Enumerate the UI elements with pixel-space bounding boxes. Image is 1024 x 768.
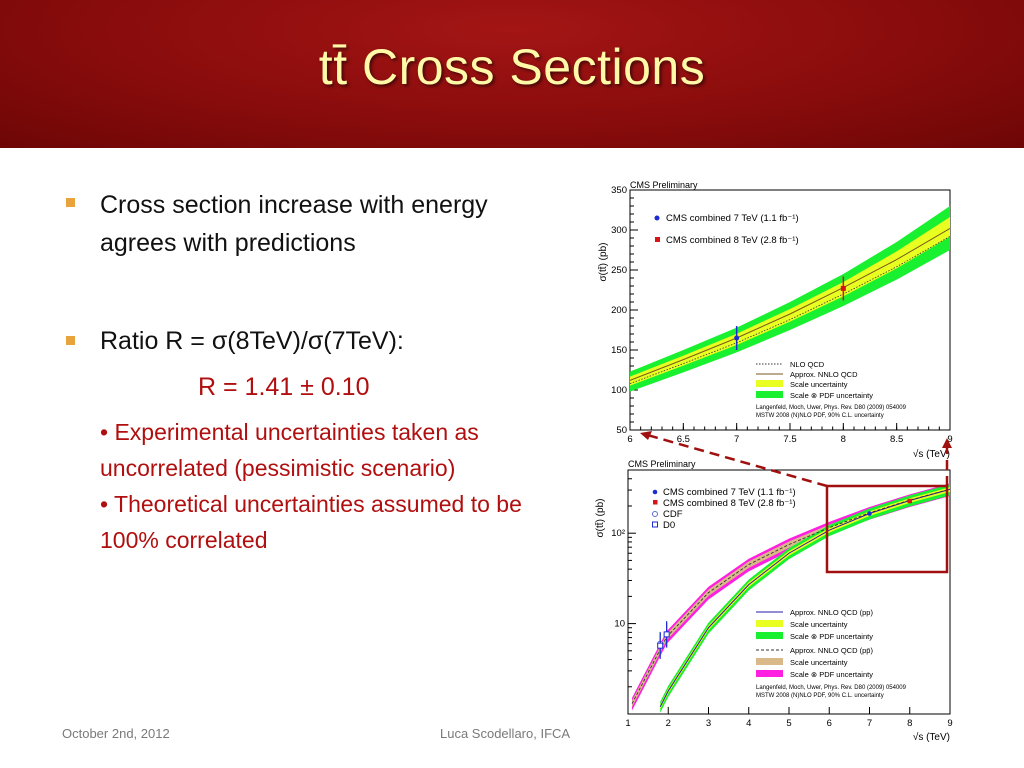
y-tick-label: 10 xyxy=(614,619,625,630)
legend-ppbar-pdf: Scale ⊗ PDF uncertainty xyxy=(790,670,873,679)
x-tick-label: 7.5 xyxy=(783,434,796,445)
x-tick-label: 5 xyxy=(786,718,791,729)
bullet-1-line2: agrees with predictions xyxy=(100,229,356,257)
legend-ppbar-scale-swatch xyxy=(756,658,783,665)
bullet-marker xyxy=(66,336,75,345)
reference-2: MSTW 2008 (N)NLO PDF, 90% C.L. uncertain… xyxy=(756,693,884,699)
bullet-2: Ratio R = σ(8TeV)/σ(7TeV): xyxy=(100,327,404,355)
y-tick-label: 300 xyxy=(611,225,627,236)
legend-cdf: CDF xyxy=(663,509,683,520)
footer-date: October 2nd, 2012 xyxy=(62,726,170,741)
legend-pp-scale: Scale uncertainty xyxy=(790,620,848,629)
bullet-1-line1: Cross section increase with energy xyxy=(100,191,488,219)
note-experimental: • Experimental uncertainties taken as un… xyxy=(100,419,479,481)
bullet-1: Cross section increase with energy agree… xyxy=(100,186,488,262)
bottom-plot: CMS Preliminary σ(tt̄) (pb) √s (TeV) 1 2 3… xyxy=(594,459,953,743)
legend-marker-cdf xyxy=(652,511,658,517)
reference-1: Langenfeld, Moch, Uwer, Phys. Rev. D80 (… xyxy=(756,405,907,411)
nlo-curve xyxy=(629,236,951,384)
y-tick-label: 150 xyxy=(611,345,627,356)
legend-ppbar-scale: Scale uncertainty xyxy=(790,658,848,667)
top-plot-ylabel: σ(tt̄) (pb) xyxy=(597,243,609,282)
x-tick-label: 4 xyxy=(746,718,751,729)
bottom-plot-title: CMS Preliminary xyxy=(628,459,696,469)
legend-pp-pdf-swatch xyxy=(756,632,783,639)
top-plot: CMS Preliminary σ(tt̄) (pb) √s (TeV) 6 6.… xyxy=(597,180,953,460)
zoom-region-box xyxy=(825,484,949,574)
legend-marker-8tev xyxy=(655,237,660,242)
legend-8tev: CMS combined 8 TeV (2.8 fb⁻¹) xyxy=(666,235,799,246)
scale-band xyxy=(630,217,950,386)
x-tick-label: 9 xyxy=(947,718,952,729)
x-tick-label: 6 xyxy=(827,718,832,729)
y-tick-label: 10² xyxy=(611,528,625,539)
y-tick-label: 350 xyxy=(611,185,627,196)
top-plot-title: CMS Preliminary xyxy=(630,180,698,190)
note-theoretical: • Theoretical uncertainties assumed to b… xyxy=(100,491,522,553)
x-tick-label: 6 xyxy=(627,434,632,445)
x-tick-label: 3 xyxy=(706,718,711,729)
zoom-arrow-left xyxy=(640,431,652,440)
legend-marker-7tev xyxy=(654,215,660,221)
legend-7tev: CMS combined 7 TeV (1.1 fb⁻¹) xyxy=(663,487,796,498)
y-tick-label: 200 xyxy=(611,305,627,316)
y-tick-label: 100 xyxy=(611,385,627,396)
x-tick-label: 8 xyxy=(907,718,912,729)
legend-nlo: NLO QCD xyxy=(790,360,825,369)
legend-pp: Approx. NNLO QCD (pp) xyxy=(790,608,873,617)
ppbar-nnlo-curve xyxy=(631,488,951,704)
legend-8tev: CMS combined 8 TeV (2.8 fb⁻¹) xyxy=(663,498,796,509)
x-tick-label: 9 xyxy=(947,434,952,445)
x-tick-label: 8 xyxy=(841,434,846,445)
legend-d0: D0 xyxy=(663,520,675,531)
legend-pdf: Scale ⊗ PDF uncertainty xyxy=(790,391,873,400)
d0-point xyxy=(657,642,664,649)
legend-nnlo: Approx. NNLO QCD xyxy=(790,370,858,379)
data-point-8tev xyxy=(907,498,912,504)
x-tick-label: 8.5 xyxy=(890,434,903,445)
bullet-marker xyxy=(66,198,75,207)
title-bar xyxy=(0,0,1024,148)
reference-2: MSTW 2008 (N)NLO PDF, 90% C.L. uncertain… xyxy=(756,413,884,419)
data-point-7tev xyxy=(734,335,740,341)
legend-marker-8tev xyxy=(653,500,658,505)
legend-ppbar-pdf-swatch xyxy=(756,670,783,677)
d0-point xyxy=(663,631,670,638)
zoom-arrow-right xyxy=(942,438,952,448)
y-tick-label: 50 xyxy=(616,425,627,436)
top-plot-xlabel: √s (TeV) xyxy=(913,448,950,460)
bottom-plot-xlabel: √s (TeV) xyxy=(913,731,950,743)
slide-title: tt̄ Cross Sections xyxy=(318,39,706,95)
footer-author: Luca Scodellaro, IFCA xyxy=(440,726,571,741)
y-tick-label: 250 xyxy=(611,265,627,276)
x-tick-label: 6.5 xyxy=(677,434,690,445)
nnlo-curve xyxy=(629,227,951,381)
x-tick-label: 7 xyxy=(734,434,739,445)
reference-1: Langenfeld, Moch, Uwer, Phys. Rev. D80 (… xyxy=(756,685,907,691)
legend-scale-swatch xyxy=(756,380,783,387)
x-tick-label: 1 xyxy=(625,718,630,729)
bottom-plot-ylabel: σ(tt̄) (pb) xyxy=(594,499,606,538)
legend-marker-d0 xyxy=(652,521,658,528)
x-tick-label: 7 xyxy=(867,718,872,729)
legend-7tev: CMS combined 7 TeV (1.1 fb⁻¹) xyxy=(666,213,799,224)
legend-pp-pdf: Scale ⊗ PDF uncertainty xyxy=(790,632,873,641)
legend-pp-scale-swatch xyxy=(756,620,783,627)
pp-nnlo-curve xyxy=(659,488,951,708)
ratio-result: R = 1.41 ± 0.10 xyxy=(198,373,370,401)
x-tick-label: 2 xyxy=(666,718,671,729)
legend-marker-7tev xyxy=(652,489,658,495)
data-point-7tev xyxy=(867,511,872,516)
data-point-8tev xyxy=(840,285,846,291)
legend-ppbar: Approx. NNLO QCD (pp̄) xyxy=(790,646,873,655)
legend-pdf-swatch xyxy=(756,391,783,398)
legend-scale: Scale uncertainty xyxy=(790,380,848,389)
